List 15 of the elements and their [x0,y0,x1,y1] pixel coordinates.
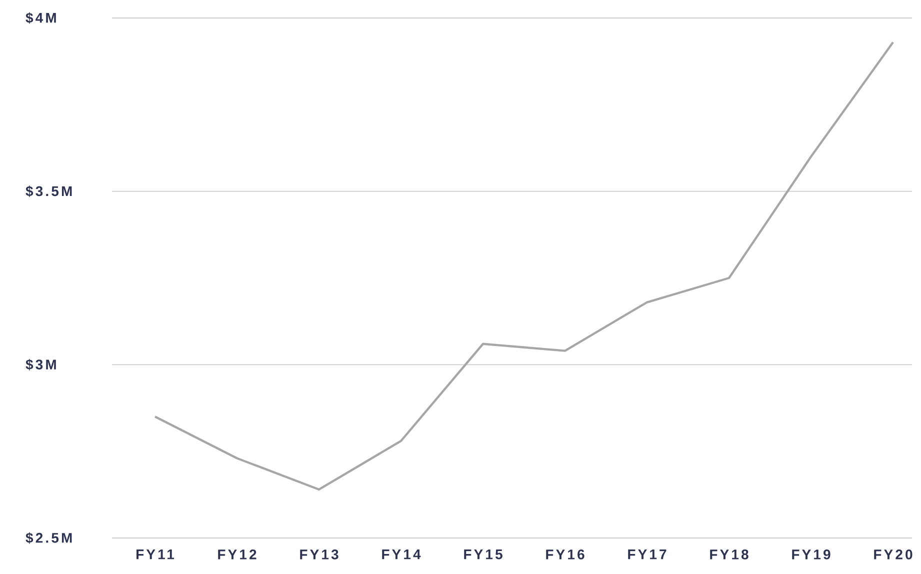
x-tick-label: FY13 [300,550,338,560]
x-tick-label: FY20 [874,550,912,560]
line-series [154,41,894,491]
x-tick-label: FY14 [382,550,421,560]
x-tick-label: FY11 [136,550,174,560]
y-tick-label: $3.5M [26,186,72,198]
y-tick-label: $2.5M [26,532,72,544]
y-tick-label: $3M [26,358,56,370]
x-tick-label: FY18 [710,550,748,560]
x-tick-label: FY15 [464,550,502,560]
x-tick-label: FY19 [792,550,830,560]
x-tick-label: FY16 [546,550,584,560]
x-tick-label: FY17 [628,550,666,560]
x-tick-label: FY12 [218,550,256,560]
y-tick-label: $4M [26,12,56,24]
